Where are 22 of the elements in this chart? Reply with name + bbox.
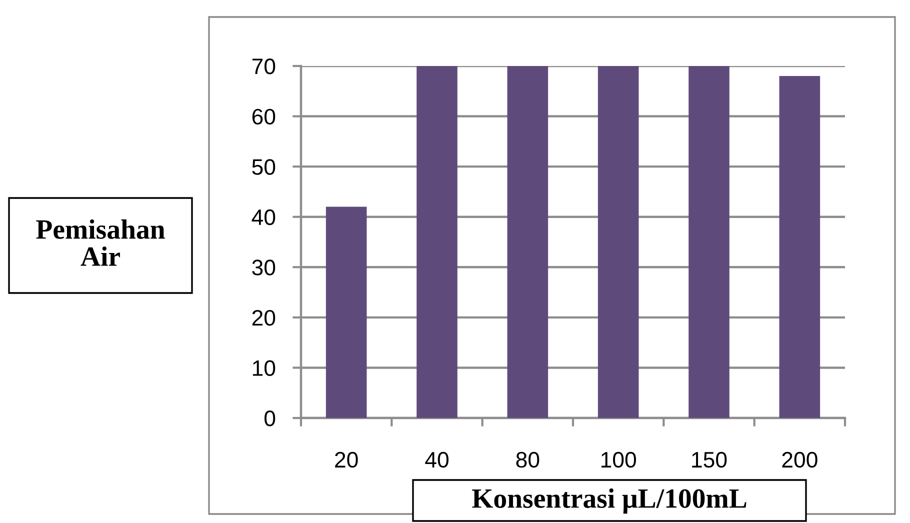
y-tick-label: 50	[252, 159, 276, 175]
y-tick-label: 20	[252, 310, 276, 326]
x-tick-label: 150	[692, 452, 727, 468]
x-tick-label: 40	[425, 452, 448, 468]
y-tick-label: 60	[252, 108, 276, 125]
x-tick-label: 80	[516, 452, 540, 468]
x-tick-label: 100	[601, 452, 636, 468]
bar	[779, 76, 820, 418]
bar	[326, 206, 367, 418]
y-tick-label: 30	[252, 260, 276, 276]
y-tick-label: 70	[252, 58, 276, 74]
y-tick-label: 40	[252, 209, 276, 226]
x-tick-label: 200	[782, 452, 818, 468]
y-axis-title: Pemisahan Air	[36, 219, 165, 266]
bar	[598, 66, 639, 418]
bar	[507, 66, 548, 418]
x-tick-label: 20	[335, 452, 358, 468]
y-tick-label: 10	[252, 360, 276, 376]
bar	[688, 66, 730, 418]
bar	[416, 66, 458, 418]
y-tick-label: 0	[264, 410, 276, 426]
x-axis-title: Konsentrasi μL/100mL	[472, 488, 746, 514]
